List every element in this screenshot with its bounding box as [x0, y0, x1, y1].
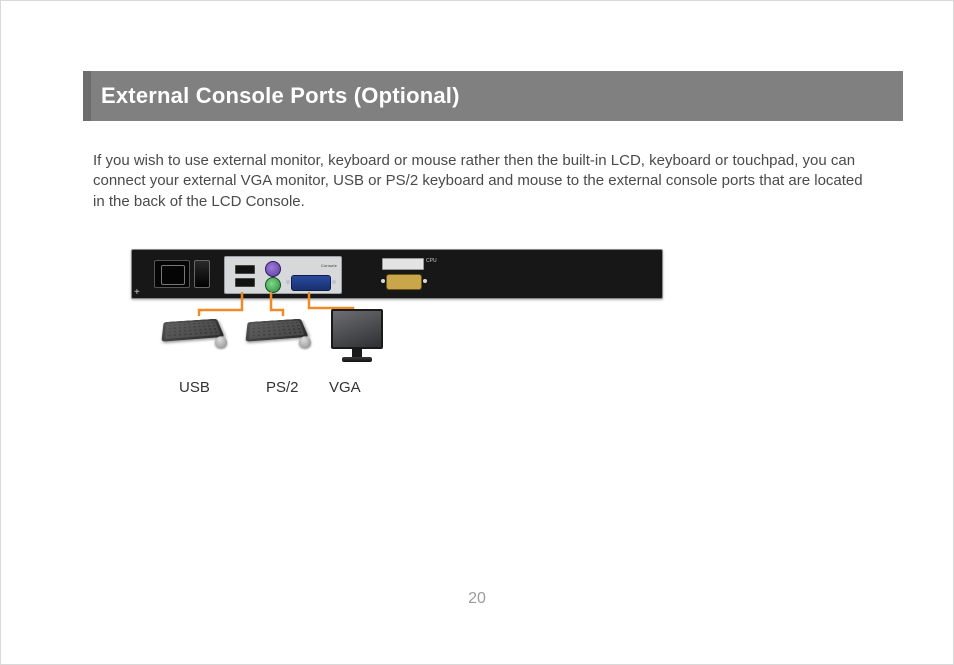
lcd-console-rear-panel: + Console CPU: [131, 249, 663, 299]
ground-mark-icon: +: [134, 287, 140, 298]
vga-label: VGA: [329, 379, 361, 396]
vga-cpu-port-icon: [386, 274, 422, 290]
manual-page: External Console Ports (Optional) If you…: [0, 0, 954, 665]
usb-keyboard-mouse-icon: [163, 315, 235, 363]
usb-port-stack: [235, 265, 253, 291]
page-number: 20: [1, 590, 953, 608]
vga-console-port-icon: [291, 275, 331, 291]
mouse-icon: [299, 336, 312, 348]
usb-port-icon: [235, 278, 255, 287]
usb-port-icon: [235, 265, 255, 274]
section-header-bar: External Console Ports (Optional): [83, 71, 903, 121]
ps2-keyboard-mouse-icon: [247, 315, 319, 363]
cpu-label-plate: [382, 258, 424, 270]
section-title: External Console Ports (Optional): [101, 83, 460, 109]
section-paragraph: If you wish to use external monitor, key…: [93, 151, 863, 212]
monitor-base-icon: [342, 357, 372, 362]
console-plate-label: Console: [321, 263, 337, 268]
ps2-label: PS/2: [266, 379, 299, 396]
console-port-plate: Console: [224, 256, 342, 294]
usb-label: USB: [179, 379, 210, 396]
mouse-icon: [215, 336, 228, 348]
cpu-label: CPU: [426, 258, 437, 264]
monitor-screen-icon: [331, 309, 383, 349]
power-switch-icon: [194, 260, 210, 288]
vga-monitor-icon: [329, 309, 385, 362]
peripherals-row: [131, 311, 661, 381]
console-ports-diagram: + Console CPU: [131, 249, 851, 299]
power-socket-icon: [154, 260, 190, 288]
monitor-stand-icon: [352, 349, 362, 357]
ps2-keyboard-port-icon: [265, 261, 281, 277]
ps2-mouse-port-icon: [265, 277, 281, 293]
